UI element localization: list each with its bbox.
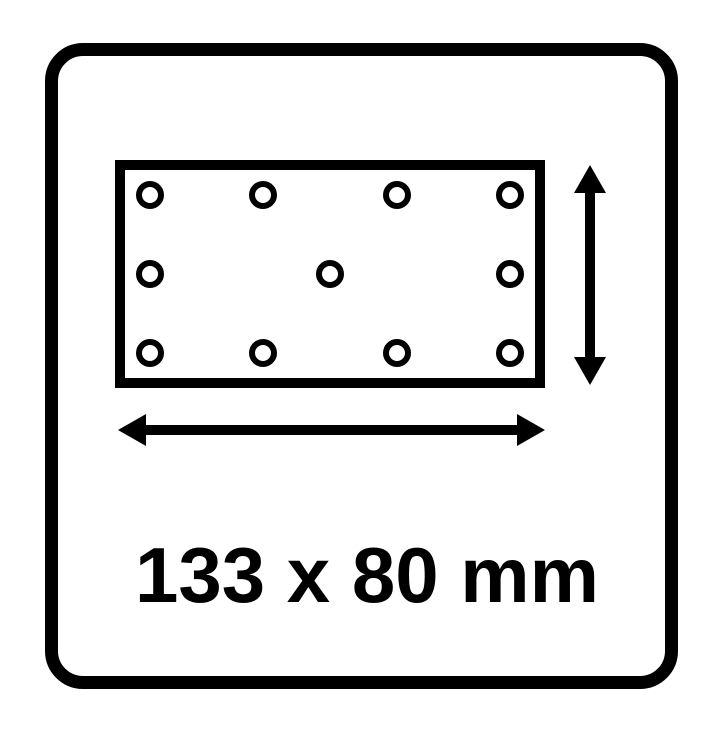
dust-hole <box>496 339 524 367</box>
dimension-label: 133 x 80 mm <box>135 530 599 621</box>
dust-hole <box>496 181 524 209</box>
dust-hole <box>136 181 164 209</box>
dust-hole <box>496 260 524 288</box>
dust-hole <box>249 181 277 209</box>
dust-hole <box>136 339 164 367</box>
dust-hole <box>383 339 411 367</box>
height-dimension-arrow <box>0 0 726 733</box>
diagram-canvas: 133 x 80 mm <box>0 0 726 733</box>
dust-hole <box>316 260 344 288</box>
dust-hole <box>249 339 277 367</box>
dust-hole <box>136 260 164 288</box>
dust-hole <box>383 181 411 209</box>
